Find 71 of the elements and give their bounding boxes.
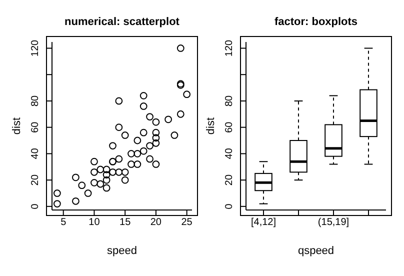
point bbox=[128, 160, 135, 168]
point bbox=[140, 92, 148, 100]
x-tick-label: 10 bbox=[88, 217, 100, 228]
y-tick-label: 20 bbox=[30, 174, 41, 186]
point bbox=[115, 124, 123, 132]
point bbox=[140, 102, 148, 110]
y-tick-label: 20 bbox=[224, 174, 235, 186]
point bbox=[134, 160, 142, 168]
y-axis-title: dist bbox=[204, 117, 217, 135]
x-tick-label: 25 bbox=[181, 217, 193, 228]
point bbox=[152, 134, 160, 142]
point bbox=[140, 128, 148, 136]
y-tick-label: 60 bbox=[30, 121, 41, 133]
point bbox=[102, 166, 110, 174]
point bbox=[146, 142, 154, 150]
point bbox=[152, 118, 160, 126]
y-tick-label: 0 bbox=[30, 203, 41, 210]
point bbox=[134, 150, 142, 158]
point bbox=[121, 132, 129, 139]
point bbox=[72, 174, 80, 182]
point bbox=[72, 197, 80, 205]
x-tick-label: 20 bbox=[150, 217, 162, 228]
point bbox=[109, 168, 116, 176]
point bbox=[176, 110, 184, 118]
x-tick-label: 15 bbox=[120, 217, 132, 228]
y-tick-label: 40 bbox=[224, 148, 235, 160]
point bbox=[121, 168, 129, 176]
x-axis-title: speed bbox=[107, 245, 137, 257]
point bbox=[121, 176, 129, 184]
point bbox=[164, 116, 172, 124]
point bbox=[152, 139, 160, 147]
point bbox=[146, 113, 154, 120]
point bbox=[183, 90, 191, 98]
point bbox=[90, 158, 98, 166]
x-axis-title: qspeed bbox=[298, 245, 334, 257]
y-tick-label: 60 bbox=[224, 121, 235, 133]
x-tick-label: 5 bbox=[60, 217, 67, 228]
point bbox=[134, 136, 142, 144]
point bbox=[109, 142, 116, 150]
point bbox=[102, 176, 110, 184]
point bbox=[128, 150, 135, 158]
y-tick-label: 0 bbox=[224, 203, 235, 210]
chart-title: factor: boxplots bbox=[273, 16, 359, 28]
point bbox=[146, 155, 154, 163]
point bbox=[78, 182, 86, 190]
y-tick-label: 80 bbox=[224, 94, 235, 107]
point bbox=[176, 44, 184, 52]
point bbox=[102, 184, 110, 192]
point bbox=[84, 190, 92, 197]
y-tick-label: 40 bbox=[30, 148, 41, 160]
point bbox=[96, 166, 104, 174]
point bbox=[96, 180, 104, 188]
x-tick-label: (15,19] bbox=[318, 217, 350, 228]
point bbox=[140, 147, 148, 155]
y-tick-label: 120 bbox=[30, 39, 41, 57]
y-tick-label: 80 bbox=[30, 94, 41, 107]
point bbox=[115, 97, 123, 105]
y-axis-title: dist bbox=[10, 117, 23, 135]
point bbox=[115, 155, 123, 163]
point bbox=[90, 178, 98, 186]
point bbox=[152, 160, 160, 168]
x-tick-label: [4,12] bbox=[250, 217, 276, 228]
point bbox=[53, 190, 61, 197]
point bbox=[90, 168, 98, 176]
chart-title: numerical: scatterplot bbox=[64, 16, 180, 28]
point bbox=[102, 171, 110, 178]
point bbox=[170, 132, 178, 139]
point bbox=[53, 200, 61, 208]
y-tick-label: 120 bbox=[224, 39, 235, 57]
point bbox=[152, 128, 160, 136]
point bbox=[115, 168, 123, 176]
